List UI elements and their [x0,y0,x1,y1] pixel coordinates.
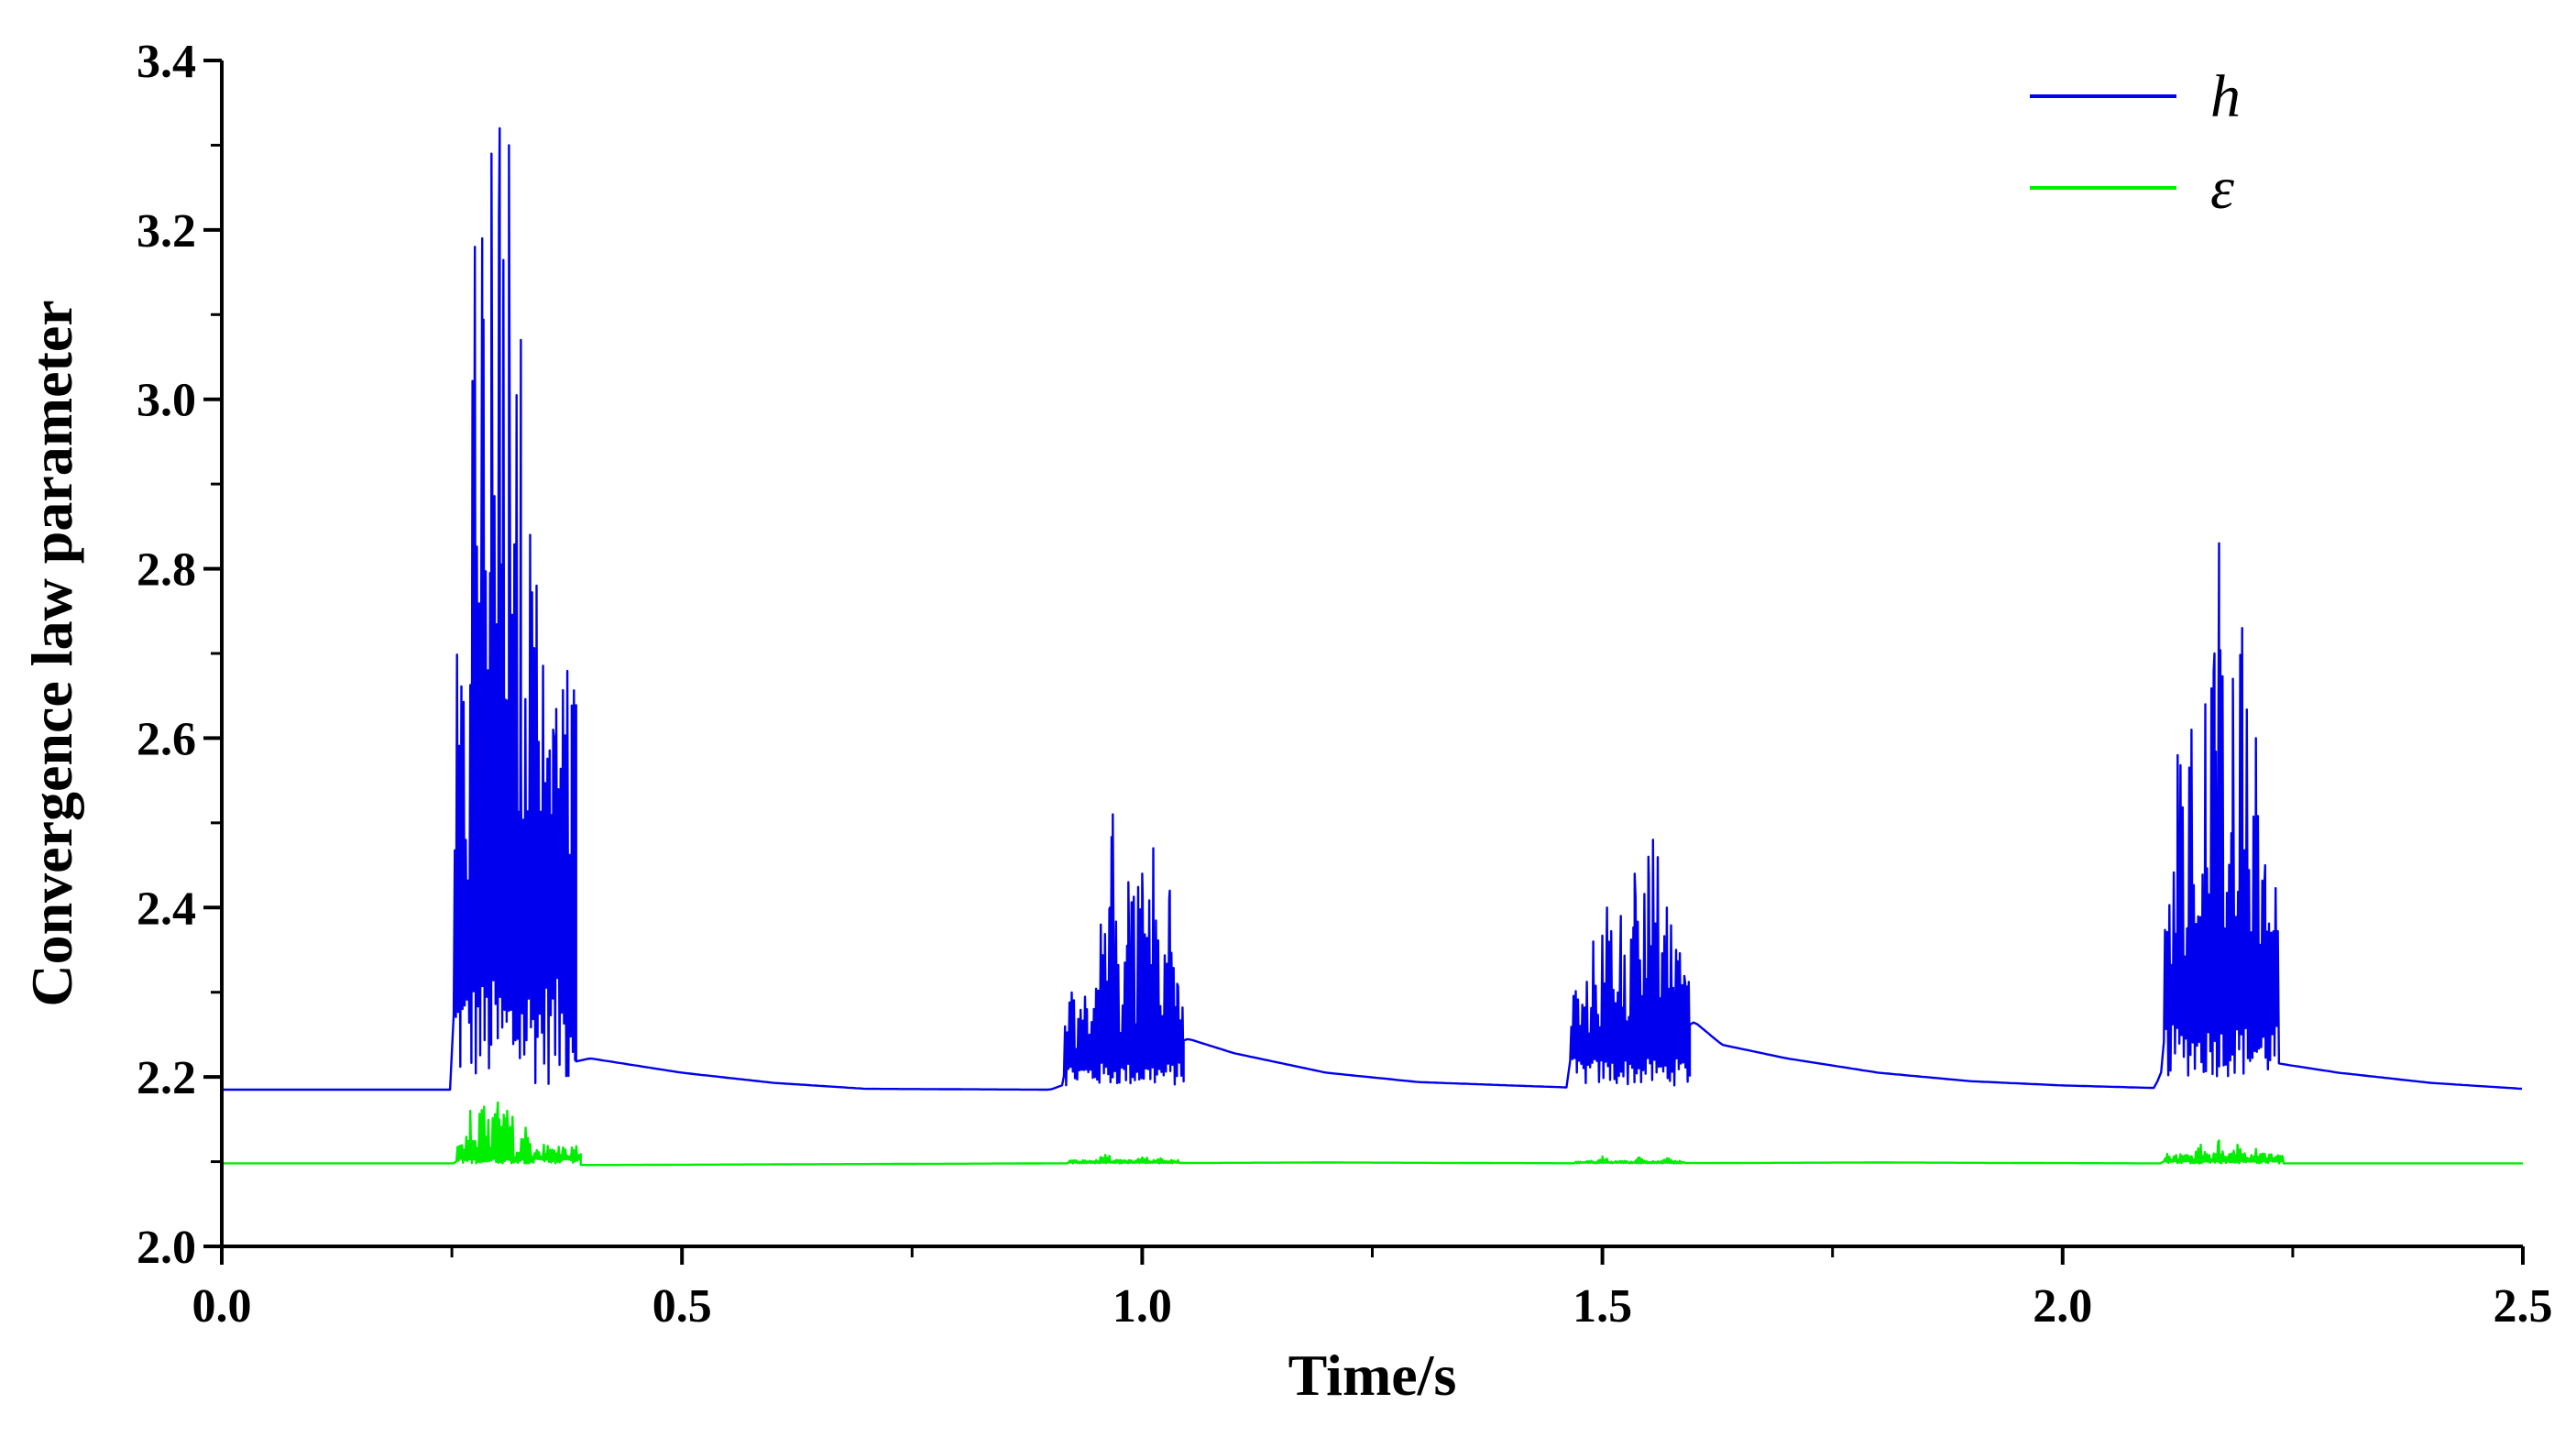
legend-label-h: h [2210,63,2241,130]
x-tick-label: 1.0 [1113,1280,1172,1333]
legend: h ε [2030,63,2241,222]
x-tick-label: 1.5 [1573,1280,1632,1333]
series-layer [222,126,2523,1167]
x-tick-label: 2.5 [2494,1280,2553,1333]
x-axis-title: Time/s [1288,1343,1457,1408]
y-tick-label: 2.0 [137,1222,196,1274]
y-axis-title: Convergence law parameter [19,300,84,1006]
y-tick-label: 2.4 [137,883,196,935]
axes-layer: 0.0 0.5 1.0 1.5 2.0 2.5 2.0 2.2 2.4 2.6 2.8 3.0 3.2 3… [137,36,2553,1333]
series-line-epsilon [222,1101,2523,1167]
y-tick-label: 3.0 [137,375,196,427]
y-tick-label: 2.8 [137,544,196,597]
legend-label-epsilon: ε [2210,155,2234,222]
series-line-h [222,126,2523,1091]
x-tick-label: 2.0 [2033,1280,2092,1333]
y-tick-label: 2.6 [137,713,196,765]
y-tick-label: 3.2 [137,205,196,258]
y-tick-label: 2.2 [137,1052,196,1104]
y-tick-label: 3.4 [137,36,196,88]
x-tick-label: 0.0 [192,1280,252,1333]
x-tick-label: 0.5 [652,1280,712,1333]
